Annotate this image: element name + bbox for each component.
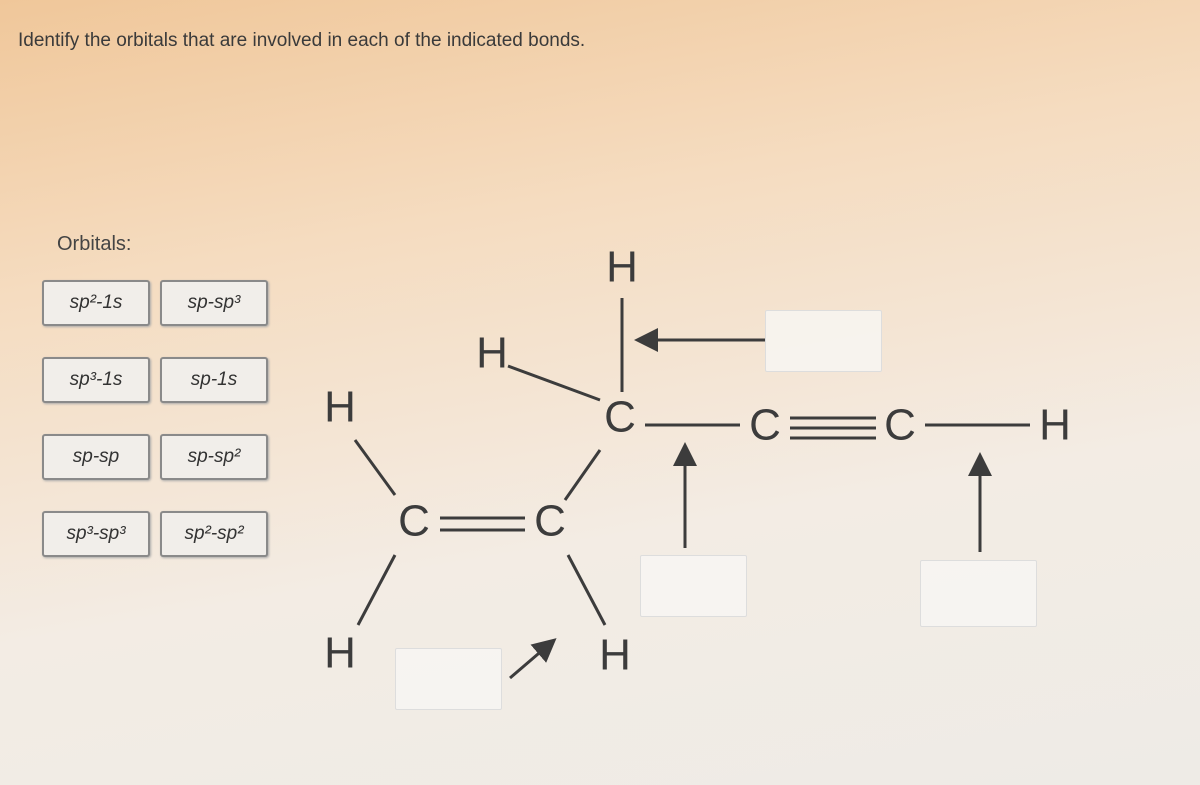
atom: C	[884, 401, 916, 450]
atom: H	[476, 329, 508, 378]
atom: C	[534, 497, 566, 546]
atom: H	[324, 629, 356, 678]
atom: H	[599, 631, 631, 680]
bonds	[353, 298, 1030, 626]
drop-target[interactable]	[920, 560, 1037, 627]
orbital-tile[interactable]: sp³-sp³	[42, 511, 150, 557]
atom: C	[749, 401, 781, 450]
atom: C	[604, 393, 636, 442]
orbital-tile[interactable]: sp³-1s	[42, 357, 150, 403]
orbital-tile[interactable]: sp²-1s	[42, 280, 150, 326]
atom: H	[324, 383, 356, 432]
prompt: Identify the orbitals that are involved …	[18, 30, 586, 51]
orbital-tile[interactable]: sp-sp	[42, 434, 150, 480]
drop-target[interactable]	[765, 310, 882, 372]
arrows	[509, 328, 992, 680]
atom: H	[606, 243, 638, 292]
orbital-tile[interactable]: sp-1s	[160, 357, 268, 403]
atom: H	[1039, 401, 1071, 450]
orbital-tile[interactable]: sp²-sp²	[160, 511, 268, 557]
drop-target[interactable]	[640, 555, 747, 617]
orbital-tile[interactable]: sp-sp²	[160, 434, 268, 480]
orbital-tile[interactable]: sp-sp³	[160, 280, 268, 326]
drop-target[interactable]	[395, 648, 502, 710]
atom: C	[398, 497, 430, 546]
orbitals-label: Orbitals:	[57, 233, 132, 255]
